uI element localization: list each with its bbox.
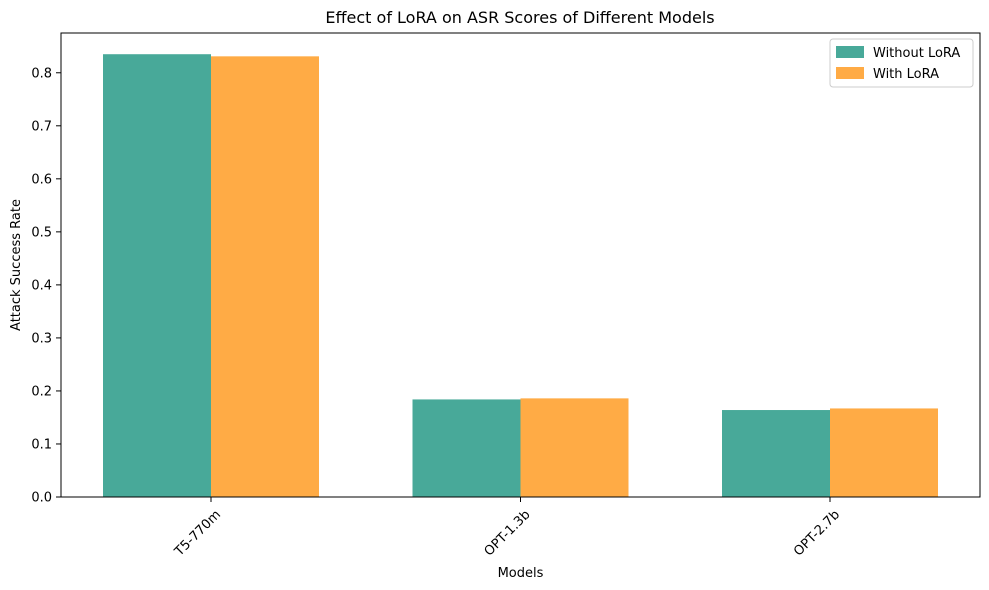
bar-without-lora-opt-1-3b [412,399,521,497]
legend-swatch [836,46,864,58]
chart-title: Effect of LoRA on ASR Scores of Differen… [325,8,714,27]
y-tick-label: 0.1 [31,437,52,452]
bar-with-lora-t5-770m [211,56,319,497]
y-tick-label: 0.5 [31,225,52,240]
bar-without-lora-opt-2-7b [722,410,830,497]
bar-with-lora-opt-2-7b [830,408,938,497]
legend: Without LoRA With LoRA [829,38,974,88]
y-tick-label: 0.6 [31,172,52,187]
y-tick-label: 0.4 [31,278,52,293]
plot-frame [60,32,981,498]
legend-swatch [836,67,864,79]
bars-group [103,54,938,498]
x-axis-label: Models [498,566,544,581]
y-tick-label: 0.3 [31,331,52,346]
bar-with-lora-opt-1-3b [520,398,629,497]
y-tick-label: 0.7 [31,119,52,134]
legend-box [829,38,974,88]
legend-label: Without LoRA [873,46,960,61]
y-tick-label: 0.2 [31,384,52,399]
y-axis-label: Attack Success Rate [9,199,24,331]
y-tick-label: 0.8 [31,66,52,81]
y-tick-label: 0.0 [31,491,52,506]
legend-label: With LoRA [873,67,939,82]
y-axis: 0.0 0.1 0.2 0.3 0.4 0.5 0.6 0.7 0.8 [31,66,61,506]
bar-without-lora-t5-770m [103,54,211,498]
